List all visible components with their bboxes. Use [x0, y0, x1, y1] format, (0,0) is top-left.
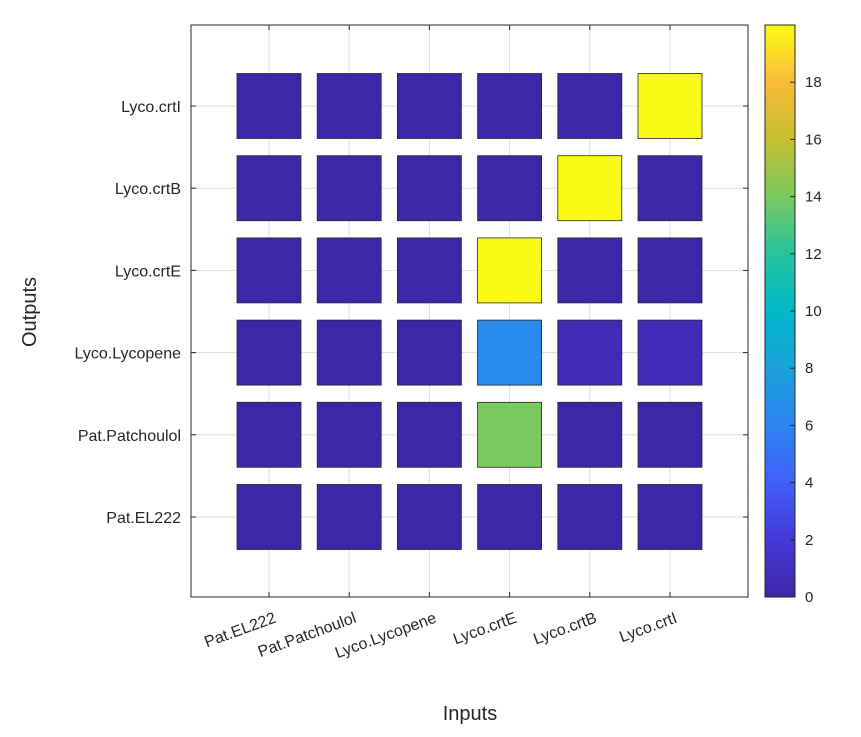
heatmap-cell: [477, 484, 543, 550]
heatmap-cell: [557, 237, 623, 304]
heatmap-cell: [316, 484, 382, 550]
heatmap-cell: [396, 237, 462, 304]
heatmap-cell: [637, 73, 703, 139]
colorbar-tick-label: 2: [805, 532, 813, 549]
heatmap-cell: [316, 155, 382, 222]
heatmap-cell: [396, 155, 462, 222]
y-tick-label: Lyco.crtI: [121, 99, 181, 116]
heatmap-cell: [477, 401, 543, 468]
heatmap-cell: [477, 155, 543, 222]
heatmap-cell: [396, 484, 462, 550]
heatmap-cell: [637, 155, 703, 222]
heatmap-cell: [236, 484, 302, 550]
y-tick-label: Lyco.crtE: [115, 263, 181, 280]
heatmap-cells: [236, 73, 703, 550]
heatmap-cell: [236, 237, 302, 304]
colorbar-tick-label: 14: [805, 189, 822, 206]
colorbar-tick-label: 8: [805, 360, 813, 377]
heatmap-cell: [477, 73, 543, 139]
heatmap-cell: [316, 401, 382, 468]
heatmap-cell: [637, 484, 703, 550]
heatmap-cell: [396, 401, 462, 468]
heatmap-cell: [236, 319, 302, 386]
colorbar: 0 2 4 6 8 10 12 14 16 18: [764, 24, 822, 606]
colorbar-tick-label: 12: [805, 246, 822, 263]
x-tick-label: Lyco.crtE: [451, 610, 519, 649]
colorbar-tick-label: 18: [805, 74, 822, 91]
heatmap-cell: [557, 484, 623, 550]
colorbar-tick-label: 6: [805, 417, 813, 434]
heatmap-cell: [477, 319, 543, 386]
colorbar-tick-label: 16: [805, 131, 822, 148]
y-axis-label: Outputs: [19, 277, 41, 347]
heatmap-cell: [396, 319, 462, 386]
x-tick-label: Lyco.crtB: [531, 610, 599, 649]
heatmap-cell: [396, 73, 462, 139]
heatmap-cell: [557, 319, 623, 386]
heatmap-cell: [316, 73, 382, 139]
x-axis-label: Inputs: [443, 703, 497, 725]
heatmap-cell: [236, 155, 302, 222]
heatmap-cell: [637, 319, 703, 386]
x-tick-label: Lyco.crtI: [617, 610, 679, 646]
y-tick-label: Pat.Patchoulol: [78, 428, 181, 445]
colorbar-tick-label: 0: [805, 589, 813, 606]
heatmap-cell: [557, 73, 623, 139]
y-tick-label: Pat.EL222: [106, 510, 181, 527]
colorbar-tick-label: 10: [805, 303, 822, 320]
heatmap-cell: [236, 73, 302, 139]
y-tick-label: Lyco.crtB: [115, 181, 181, 198]
y-tick-label: Lyco.Lycopene: [75, 346, 182, 363]
heatmap-cell: [557, 401, 623, 468]
heatmap-cell: [477, 237, 543, 304]
colorbar-tick-label: 4: [805, 475, 813, 492]
heatmap-cell: [637, 401, 703, 468]
y-tick-labels: Lyco.crtI Lyco.crtB Lyco.crtE Lyco.Lycopene…: [75, 99, 182, 527]
heatmap-cell: [316, 319, 382, 386]
heatmap-cell: [236, 401, 302, 468]
heatmap-cell: [316, 237, 382, 304]
heatmap-cell: [557, 155, 623, 222]
heatmap-cell: [637, 237, 703, 304]
